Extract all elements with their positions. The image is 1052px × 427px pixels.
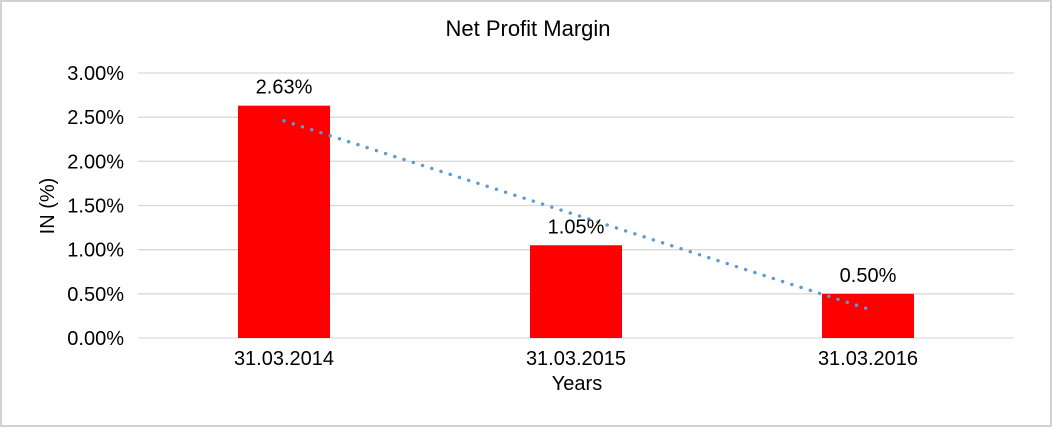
y-tick-label: 0.00% (67, 328, 124, 350)
y-axis-title: IN (%) (37, 178, 59, 235)
bar (238, 105, 330, 338)
y-tick-label: 1.50% (67, 196, 124, 218)
x-axis-title: Years (552, 373, 602, 395)
data-labels-group: 2.63% 1.05% 0.50% (256, 77, 897, 287)
y-tick-label: 2.50% (67, 107, 124, 129)
y-tick-label: 1.00% (67, 240, 124, 262)
x-axis-category-labels: 31.03.2014 31.03.2015 31.03.2016 (234, 348, 918, 370)
y-tick-label: 3.00% (67, 63, 124, 85)
bars-group (238, 105, 914, 338)
y-axis-tick-labels: 0.00% 0.50% 1.00% 1.50% 2.00% 2.50% 3.00% (67, 63, 124, 350)
x-category-label: 31.03.2014 (234, 348, 334, 370)
bar (530, 245, 622, 338)
y-tick-label: 2.00% (67, 151, 124, 173)
y-tick-label: 0.50% (67, 284, 124, 306)
x-category-label: 31.03.2016 (818, 348, 918, 370)
data-label: 1.05% (548, 216, 605, 238)
data-label: 2.63% (256, 77, 313, 99)
x-category-label: 31.03.2015 (526, 348, 626, 370)
data-label: 0.50% (840, 265, 897, 287)
bar (822, 293, 914, 338)
chart-title: Net Profit Margin (445, 16, 610, 41)
